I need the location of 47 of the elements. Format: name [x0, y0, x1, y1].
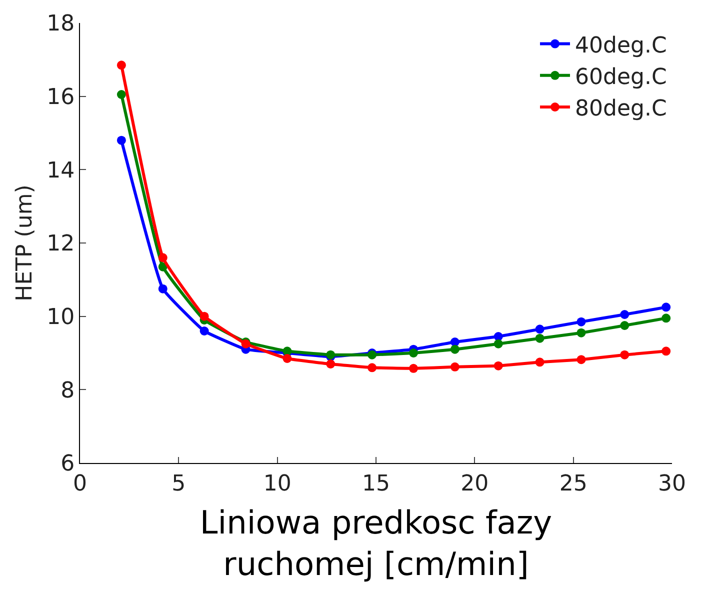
x-tick-label: 10: [263, 471, 292, 496]
y-tick-label: 14: [46, 158, 75, 184]
y-axis-title: HETP (um): [12, 184, 38, 302]
y-tick-label: 12: [46, 232, 75, 257]
x-tick-label: 20: [460, 471, 489, 496]
y-tick-label: 6: [60, 452, 75, 477]
x-tick-label: 5: [172, 471, 186, 496]
point: [450, 344, 460, 354]
point: [620, 321, 630, 330]
point: [326, 360, 336, 368]
point: [158, 284, 168, 294]
y-tick-label: 16: [46, 85, 75, 110]
y-tick-label: 10: [46, 305, 75, 330]
point: [662, 346, 671, 356]
point: [662, 302, 671, 312]
point: [116, 136, 126, 145]
x-tick-label: 30: [658, 471, 686, 496]
point: [662, 314, 671, 323]
point: [408, 348, 418, 358]
point: [200, 312, 209, 321]
point: [535, 324, 544, 334]
point: [282, 354, 292, 363]
point: [116, 60, 126, 70]
point: [576, 317, 586, 326]
point: [535, 334, 544, 343]
point: [620, 310, 630, 319]
point: [576, 328, 586, 338]
point: [620, 350, 630, 360]
x-axis-title: Liniowa predkosc fazy ruchomej [cm/min]: [200, 503, 552, 583]
x-tick-label: 0: [73, 471, 87, 496]
point: [494, 339, 503, 348]
y-tick-label: 8: [60, 378, 75, 404]
x-tick-label: 15: [362, 471, 390, 496]
point: [408, 364, 418, 373]
x-tick-label: 25: [559, 471, 588, 496]
legend-label: 60deg.C: [575, 64, 667, 90]
point: [158, 253, 168, 262]
legend-label: 40deg.C: [575, 33, 667, 58]
point: [450, 362, 460, 372]
y-tick-label: 18: [46, 12, 75, 37]
point: [368, 363, 377, 372]
legend-label: 80deg.C: [575, 96, 667, 122]
point: [535, 358, 544, 367]
point: [576, 355, 586, 364]
point: [116, 90, 126, 99]
point: [200, 326, 209, 336]
point: [494, 361, 503, 370]
